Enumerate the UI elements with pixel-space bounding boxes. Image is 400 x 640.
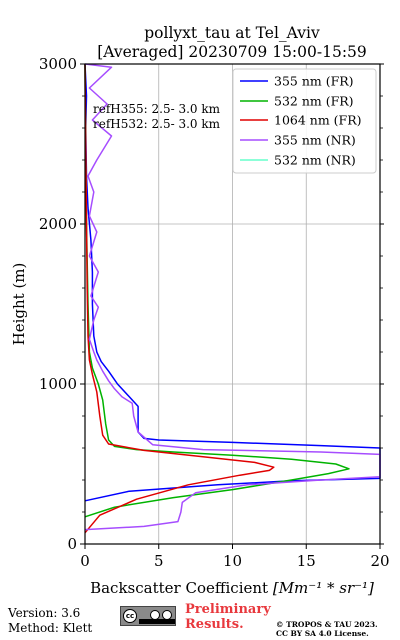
x-axis-label-prefix: Backscatter Coefficient [90,579,273,597]
series-line [84,63,381,531]
x-tick-label: 15 [297,552,316,570]
preliminary-line1: Preliminary [185,602,271,617]
x-axis-label: Backscatter Coefficient [Mm⁻¹ * sr⁻¹] [90,579,374,597]
x-axis-label-unit: [Mm⁻¹ * sr⁻¹] [273,579,374,597]
legend-label-532nr: 532 nm (NR) [274,153,356,168]
preliminary-results-note: Preliminary Results. [185,602,271,632]
y-tick-label: 0 [67,535,77,553]
cc-logo-icon: cc [123,609,137,623]
reference-height-532: refH532: 2.5- 3.0 km [93,117,221,131]
x-tick-label: 5 [154,552,164,570]
legend-label-1064fr: 1064 nm (FR) [274,113,362,128]
copyright-line1: © TROPOS & TAU 2023. [276,620,378,629]
x-tick-label: 10 [223,552,242,570]
axis-ticks: 0 5 10 15 20 0 1000 2000 3000 [39,55,390,570]
preliminary-line2: Results. [185,617,244,632]
version-text: Version: 3.6 [8,606,81,620]
chart-title-line2: [Averaged] 20230709 15:00-15:59 [97,43,367,61]
legend-box [232,68,377,174]
copyright-line2: CC BY SA 4.0 License. [276,629,369,638]
badge-strip [139,619,175,624]
y-axis-label: Height (m) [10,263,28,346]
y-tick-label: 1000 [39,375,77,393]
chart-title-line1: pollyxt_tau at Tel_Aviv [144,24,320,42]
series-line [84,63,275,534]
x-tick-label: 0 [80,552,90,570]
copyright-note: © TROPOS & TAU 2023. CC BY SA 4.0 Licens… [276,620,378,638]
x-tick-label: 20 [370,552,389,570]
legend-label-355fr: 355 nm (FR) [274,74,354,89]
method-text: Method: Klett [8,621,93,635]
reference-height-355: refH355: 2.5- 3.0 km [93,102,221,116]
y-tick-label: 3000 [39,55,77,73]
legend: 355 nm (FR) 532 nm (FR) 1064 nm (FR) 355… [232,68,377,174]
footer-info: Version: 3.6 Method: Klett [8,606,92,636]
legend-label-355nr: 355 nm (NR) [274,133,356,148]
cc-license-badge: cc [120,606,176,626]
y-tick-label: 2000 [39,215,77,233]
legend-label-532fr: 532 nm (FR) [274,94,354,109]
